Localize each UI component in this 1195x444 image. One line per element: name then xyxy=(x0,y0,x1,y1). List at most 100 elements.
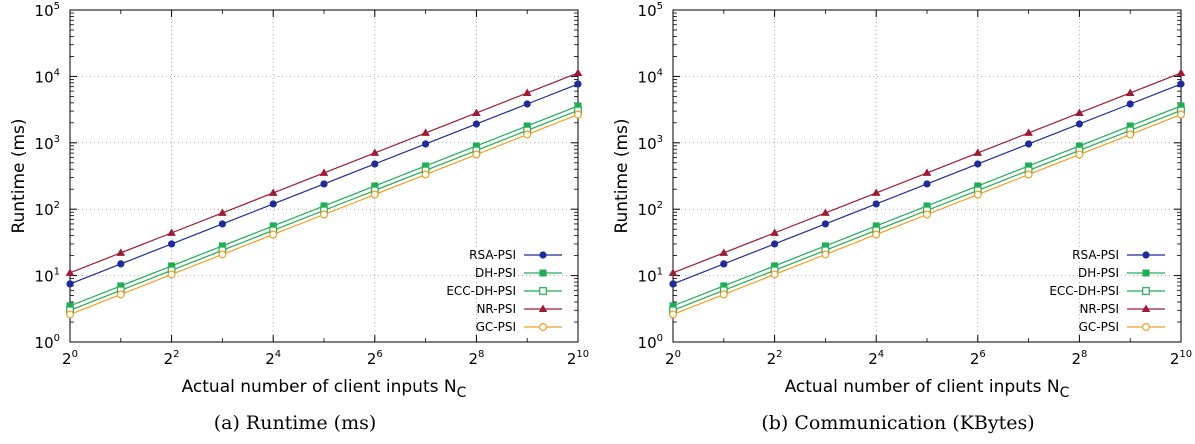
data-point xyxy=(370,148,380,156)
series-ecc-dh-psi xyxy=(66,106,582,315)
data-point xyxy=(472,150,481,159)
data-point xyxy=(117,260,125,268)
data-point xyxy=(167,270,176,279)
data-point xyxy=(218,220,226,228)
x-tick-label: 20 xyxy=(62,349,78,368)
x-axis-label: Actual number of client inputs NC xyxy=(182,377,467,401)
legend-label: RSA-PSI xyxy=(469,248,516,262)
data-point xyxy=(268,188,278,196)
legend-marker xyxy=(1142,251,1150,259)
data-point xyxy=(872,230,881,239)
data-point xyxy=(720,282,728,290)
legend: RSA-PSI DH-PSI ECC-DH-PSI NR-PSI GC-PSI xyxy=(446,248,562,334)
data-point xyxy=(821,220,829,228)
data-point xyxy=(974,160,982,168)
data-point xyxy=(472,142,480,150)
data-point xyxy=(720,260,728,268)
legend-label: DH-PSI xyxy=(475,266,516,280)
runtime-chart: 20 22 24 26 28 210 100 101 102 103 104 105 Actual nu… xyxy=(9,1,589,401)
legend-label: GC-PSI xyxy=(476,320,516,334)
data-point xyxy=(973,148,983,156)
data-point xyxy=(370,190,379,199)
data-point xyxy=(421,170,430,179)
data-point xyxy=(269,230,278,239)
data-point xyxy=(719,290,728,299)
x-tick-label: 20 xyxy=(665,349,681,368)
y-tick-label: 100 xyxy=(638,333,663,352)
legend-marker xyxy=(539,251,547,259)
plot-frame xyxy=(69,9,579,343)
data-point xyxy=(923,210,932,219)
data-point xyxy=(1075,142,1083,150)
data-point xyxy=(719,248,729,256)
data-point xyxy=(770,228,779,236)
data-point xyxy=(974,182,982,190)
data-point xyxy=(66,280,74,288)
legend-marker xyxy=(539,287,547,295)
data-point xyxy=(669,302,677,310)
data-point xyxy=(371,160,379,168)
data-point xyxy=(523,122,531,130)
data-point xyxy=(472,108,481,116)
y-tick-label: 101 xyxy=(638,267,663,286)
data-point xyxy=(821,208,830,216)
data-point xyxy=(871,188,881,196)
data-point xyxy=(973,190,982,199)
data-point xyxy=(218,242,226,250)
y-tick-label: 105 xyxy=(35,1,60,20)
data-point xyxy=(472,120,480,128)
y-axis-label: Runtime (ms) xyxy=(9,118,29,233)
data-point xyxy=(1075,108,1084,116)
data-point xyxy=(922,168,932,176)
data-point xyxy=(574,80,582,88)
grid xyxy=(70,10,578,342)
data-point xyxy=(218,250,227,259)
legend-label: ECC-DH-PSI xyxy=(1049,284,1119,298)
data-point xyxy=(422,140,430,148)
y-tick-labels: 100 101 102 103 104 105 xyxy=(638,1,1181,352)
plot-frame xyxy=(672,9,1182,343)
data-point xyxy=(1177,102,1185,110)
data-point xyxy=(1126,130,1135,139)
data-point xyxy=(1125,88,1135,96)
data-point xyxy=(1075,150,1084,159)
data-point xyxy=(421,128,430,136)
legend-marker xyxy=(1142,287,1150,295)
data-point xyxy=(117,282,125,290)
communication-chart: 20 22 24 26 28 210 100 101 102 103 104 105 Actual nu… xyxy=(612,1,1192,401)
y-tick-labels: 100 101 102 103 104 105 xyxy=(35,1,578,352)
y-tick-label: 102 xyxy=(35,200,60,219)
series-gc-psi xyxy=(65,110,582,319)
y-axis-label: Runtime (ms) xyxy=(612,118,632,233)
data-point xyxy=(320,210,329,219)
data-point xyxy=(218,208,227,216)
x-tick-label: 24 xyxy=(265,349,281,368)
data-point xyxy=(1024,128,1033,136)
x-tick-label: 28 xyxy=(1071,349,1087,368)
y-tick-label: 104 xyxy=(638,67,663,86)
series-ecc-dh-psi xyxy=(669,106,1185,315)
data-point xyxy=(1126,100,1134,108)
legend-marker xyxy=(1141,323,1150,332)
data-point xyxy=(771,262,779,270)
data-point xyxy=(523,100,531,108)
data-point xyxy=(522,88,532,96)
data-point xyxy=(669,280,677,288)
series-gc-psi xyxy=(668,110,1185,319)
caption-runtime: (a) Runtime (ms) xyxy=(213,412,377,434)
series-dh-psi xyxy=(66,102,582,310)
data-point xyxy=(573,110,582,119)
x-tick-label: 210 xyxy=(567,349,589,368)
data-point xyxy=(167,228,176,236)
legend-label: NR-PSI xyxy=(1079,302,1119,316)
legend-label: ECC-DH-PSI xyxy=(446,284,516,298)
x-tick-labels: 20 22 24 26 28 210 xyxy=(665,10,1192,368)
data-point xyxy=(923,180,931,188)
series-dh-psi xyxy=(669,102,1185,310)
legend-label: RSA-PSI xyxy=(1072,248,1119,262)
caption-communication: (b) Communication (KBytes) xyxy=(761,412,1035,434)
data-point xyxy=(771,240,779,248)
legend-marker xyxy=(538,304,548,312)
x-tick-label: 28 xyxy=(468,349,484,368)
x-tick-label: 22 xyxy=(767,349,783,368)
